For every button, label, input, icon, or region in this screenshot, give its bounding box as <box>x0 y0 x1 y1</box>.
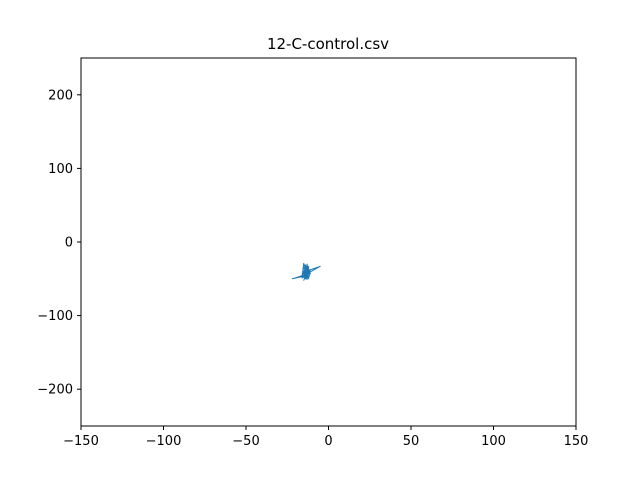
plot-layer <box>291 262 321 281</box>
series-group <box>291 262 321 281</box>
series-line-0 <box>291 262 321 281</box>
y-tick-label: −100 <box>37 309 73 324</box>
x-tick-label: 0 <box>324 434 332 449</box>
y-tick-label: 0 <box>65 236 73 251</box>
y-tick-label: 100 <box>48 162 73 177</box>
chart-title: 12-C-control.csv <box>267 35 389 53</box>
x-tick-label: 150 <box>564 434 589 449</box>
x-tick-label: −150 <box>63 434 99 449</box>
axes-layer: −150 −100 −50 0 50 100 150 −200 −100 0 100 200 <box>37 57 589 449</box>
y-tick-label: 200 <box>48 88 73 103</box>
x-tick-label: −100 <box>146 434 182 449</box>
x-tick-label: 50 <box>403 434 420 449</box>
y-tick-label: −200 <box>37 383 73 398</box>
x-tick-label: 100 <box>481 434 506 449</box>
x-tick-label: −50 <box>232 434 259 449</box>
